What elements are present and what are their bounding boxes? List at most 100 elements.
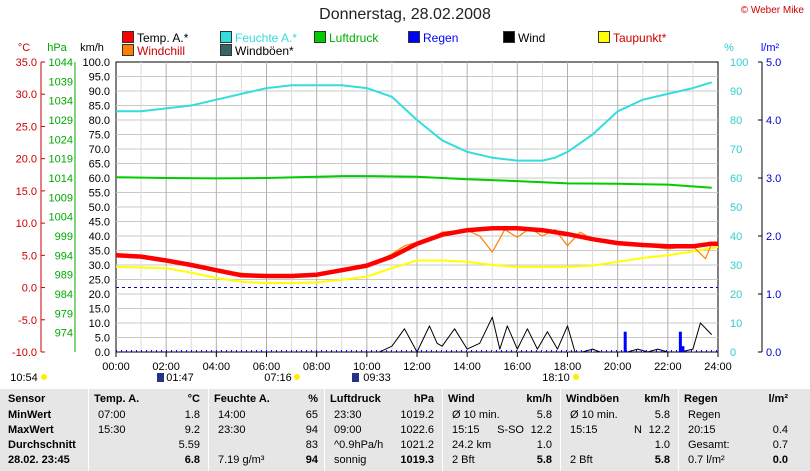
table-cell: 23:30 [334,409,362,421]
header-humidity: Feuchte A. [214,393,270,405]
wind-tick-label: 50.0 [89,202,110,214]
legend-label: Regen [423,31,459,45]
legend-swatch [598,31,610,43]
weather-chart: °C hPa km/h% l/m² 35.0 30.0 25.0 20.0 15.0 10.0 5.… [10,42,781,384]
table-cell: 24.2 km [452,439,492,451]
row-label: MaxWert [8,424,54,436]
pressure-tick-label: 1024 [49,134,73,146]
table-cell: °C [187,393,200,405]
wind-tick-label: 80.0 [89,115,110,127]
table-cell: 1.8 [184,409,200,421]
series-temp-a- [115,226,718,279]
legend-swatch [314,31,326,43]
humidity-tick-label: 10 [730,318,742,330]
pressure-tick-label: 979 [55,308,73,320]
pressure-tick-label: 1019 [49,154,73,166]
humidity-tick-label: 50 [730,202,742,214]
table-cell: 6.8 [184,454,200,466]
table-cell: 0.4 [772,424,788,436]
table-cell: 5.8 [654,409,670,421]
legend-item-humidity: Feuchte A.* [220,31,297,45]
table-divider [560,389,561,471]
legend-item-temp: Temp. A.* [122,31,188,45]
x-tick-label: 12:00 [403,361,431,373]
temp-tick-label: 10.0 [16,218,37,230]
table-cell: ^0.9hPa/h [334,439,384,451]
legend-label: Windchill [137,44,186,58]
pressure-tick-label: 1004 [49,212,73,224]
rain-tick-label: 1.0 [766,289,781,301]
sunrise-time: 10:54 [10,372,38,384]
table-cell: 12.2 [530,424,552,436]
statistics-table: Sensor Temp. A. °C Feuchte A.% Luftdruck hPa W… [0,389,810,471]
table-divider [208,389,209,471]
header-gusts: Windböen [566,393,620,405]
table-divider [324,389,325,471]
chart-title: Donnerstag, 28.02.2008 [319,6,491,23]
legend-item-pressure: Luftdruck [314,31,378,45]
humidity-tick-label: 20 [730,289,742,301]
legend-swatch [220,31,232,43]
legend-swatch [503,31,515,43]
table-cell: 12.2 [648,424,670,436]
table-cell: 0.7 [772,439,788,451]
table-cell: l/m² [768,393,788,405]
series-wind [116,316,713,353]
row-label: MinWert [8,409,52,421]
table-cell: 15:15 [452,424,480,436]
legend-label: Taupunkt* [613,31,667,45]
series-feuchte-a- [116,81,712,162]
chart-grid [115,61,719,353]
sun-icon [573,374,579,380]
temp-tick-label: 5.0 [22,250,37,262]
wind-tick-label: 20.0 [89,289,110,301]
pressure-tick-label: 1029 [49,115,73,127]
x-tick-label: 04:00 [203,361,231,373]
table-cell: 2 Bft [570,454,593,466]
legend-label: Temp. A.* [137,31,189,45]
x-tick-label: 18:00 [554,361,582,373]
table-cell: 1.0 [654,439,670,451]
table-cell: Ø 10 min. [452,409,500,421]
pressure-tick-label: 1014 [49,173,73,185]
legend-label: Luftdruck [329,31,379,45]
wind-tick-label: 30.0 [89,260,110,272]
wind-tick-label: 25.0 [89,275,110,287]
table-cell: 94 [305,424,318,436]
humidity-unit-label: % [724,42,734,54]
wind-tick-label: 100.0 [82,57,110,69]
moonset-time: 09:33 [363,372,391,384]
legend-item-wind: Wind [503,31,545,45]
humidity-tick-label: 60 [730,173,742,185]
wind-tick-label: 90.0 [89,86,110,98]
temp-tick-label: -10.0 [12,347,37,359]
header-temp: Temp. A. [94,393,140,405]
humidity-tick-label: 0 [730,347,736,359]
table-cell: 23:30 [218,424,246,436]
table-cell: hPa [413,393,434,405]
header-pressure: Luftdruck [330,393,381,405]
table-cell: sonnig [334,454,367,466]
wind-tick-label: 85.0 [89,101,110,113]
rain-tick-label: 2.0 [766,231,781,243]
x-tick-label: 10:00 [353,361,381,373]
table-cell: Regen [688,409,721,421]
table-cell: 1021.2 [400,439,434,451]
table-cell: Ø 10 min. [570,409,618,421]
humidity-tick-label: 40 [730,231,742,243]
x-tick-label: 08:00 [303,361,331,373]
temp-unit-label: °C [18,42,30,54]
chart-legend: Temp. A.* Feuchte A.* Luftdruck Regen Wi… [0,31,810,59]
x-tick-label: 16:00 [504,361,532,373]
table-cell: 0.7 l/m² [688,454,725,466]
table-cell: km/h [644,393,670,405]
table-divider [442,389,443,471]
legend-label: Windböen* [235,44,294,58]
rain-bar [678,331,682,352]
sun-icon [41,374,47,380]
pressure-tick-label: 974 [55,328,73,340]
table-cell: 5.8 [654,454,670,466]
table-cell: 07:00 [98,409,126,421]
temp-tick-label: 20.0 [16,154,37,166]
rain-bar [681,346,685,352]
